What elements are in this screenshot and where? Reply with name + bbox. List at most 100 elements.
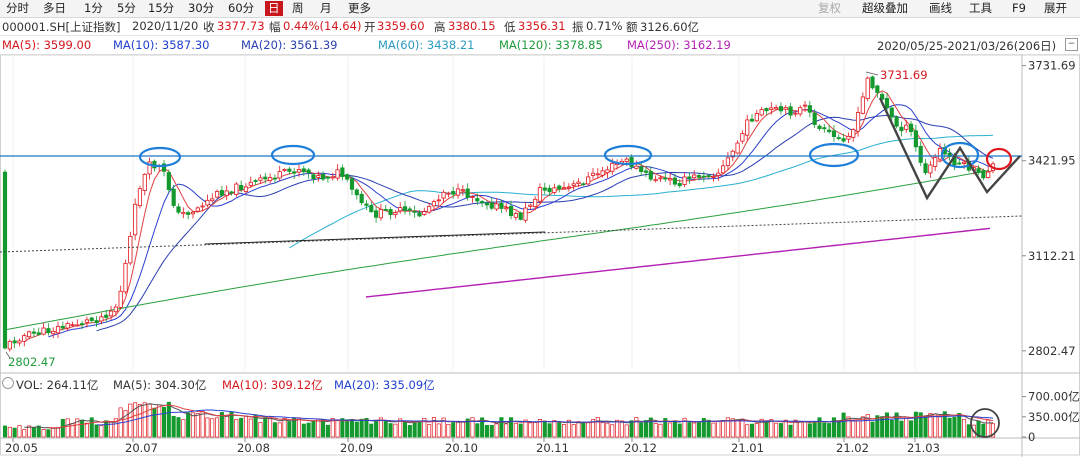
toolbar-button-0[interactable]: 复权 xyxy=(818,1,841,15)
candle-body-79 xyxy=(383,208,388,211)
vol-bar-127 xyxy=(615,419,620,438)
toolbar-button-1[interactable]: 超级叠加 xyxy=(862,1,908,15)
candle-body-108 xyxy=(523,207,528,221)
vol-bar-67 xyxy=(325,424,330,438)
vol-legend-1: MA(5): 304.30亿 xyxy=(113,378,207,392)
vol-bar-52 xyxy=(253,414,258,438)
candle-body-120 xyxy=(581,183,586,186)
vol-bar-54 xyxy=(263,417,268,438)
period-tab-2[interactable]: 1分 xyxy=(84,1,103,15)
period-tab-10[interactable]: 更多 xyxy=(348,1,371,15)
vol-bar-189 xyxy=(913,411,918,438)
vol-bar-168 xyxy=(812,421,817,438)
vol-legend-2: MA(10): 309.12亿 xyxy=(222,378,323,392)
period-tab-8[interactable]: 周 xyxy=(292,1,304,15)
candle-body-59 xyxy=(287,168,292,172)
vol-bar-49 xyxy=(239,417,244,438)
open-value: 3359.60 xyxy=(377,19,425,33)
collapse-icon[interactable]: − xyxy=(1065,38,1078,51)
vol-bar-48 xyxy=(234,419,239,438)
vol-bar-31 xyxy=(152,407,157,438)
toolbar-button-5[interactable]: 展开 xyxy=(1044,1,1067,15)
candle-body-48 xyxy=(234,183,239,195)
vol-bar-96 xyxy=(465,418,470,438)
quote-bar: 000001.SH[上证指数] 2020/11/20 收 3377.73 幅 0… xyxy=(0,17,1080,36)
vol-bar-129 xyxy=(624,424,629,438)
close-label: 收 xyxy=(203,20,215,34)
candle-body-140 xyxy=(677,183,682,187)
vol-bar-55 xyxy=(268,418,273,438)
vol-bar-12 xyxy=(60,419,65,438)
candle-body-84 xyxy=(407,208,412,211)
vol-bar-3 xyxy=(17,425,22,438)
vol-bar-33 xyxy=(162,406,167,438)
close-value: 3377.73 xyxy=(217,19,265,33)
ma-legend-0: MA(5): 3599.00 xyxy=(2,38,92,52)
vol-bar-161 xyxy=(778,423,783,438)
candle-body-17 xyxy=(84,319,90,323)
period-tab-0[interactable]: 分时 xyxy=(6,1,29,15)
period-tab-1[interactable]: 多日 xyxy=(43,1,66,15)
vol-bar-171 xyxy=(827,423,832,438)
vol-bar-140 xyxy=(677,423,682,438)
candle-body-161 xyxy=(778,106,784,112)
volume-toggle-icon[interactable] xyxy=(2,377,14,389)
vol-bar-150 xyxy=(725,417,730,438)
candle-body-103 xyxy=(499,202,504,209)
toolbar-button-4[interactable]: F9 xyxy=(1012,1,1026,15)
x-label-5: 20.11 xyxy=(536,441,569,455)
vol-bar-156 xyxy=(754,423,759,438)
period-tab-6[interactable]: 60分 xyxy=(228,1,255,15)
candle-body-173 xyxy=(836,137,841,139)
candle-body-65 xyxy=(316,175,321,178)
vol-bar-2 xyxy=(12,427,17,438)
ma-legend-4: MA(120): 3378.85 xyxy=(499,38,603,52)
vol-bar-89 xyxy=(431,417,436,438)
vol-bar-123 xyxy=(595,417,600,438)
vol-bar-154 xyxy=(745,424,750,438)
vol-bar-0 xyxy=(2,425,8,438)
candle-body-35 xyxy=(171,188,176,206)
vol-bar-6 xyxy=(31,426,36,438)
vol-bar-187 xyxy=(904,416,909,438)
period-tab-4[interactable]: 15分 xyxy=(148,1,175,15)
vol-bar-17 xyxy=(84,422,89,438)
vol-bar-166 xyxy=(803,421,808,438)
ma-legend-2: MA(20): 3561.39 xyxy=(241,38,338,52)
candle-body-49 xyxy=(239,185,244,191)
candle-body-75 xyxy=(364,203,369,206)
period-tab-9[interactable]: 月 xyxy=(320,1,332,15)
vol-bar-186 xyxy=(899,420,904,438)
vol-bar-157 xyxy=(759,418,764,438)
vol-bar-159 xyxy=(769,419,774,438)
vol-bar-146 xyxy=(706,419,711,438)
candle-body-85 xyxy=(412,210,417,213)
candle-body-8 xyxy=(41,327,46,335)
candle-body-64 xyxy=(311,174,316,180)
period-tab-7[interactable]: 日 xyxy=(265,1,283,16)
candle-body-152 xyxy=(735,142,740,154)
vol-bar-19 xyxy=(94,424,99,438)
vol-bar-153 xyxy=(740,418,745,438)
vol-bar-57 xyxy=(277,422,282,438)
candle-body-106 xyxy=(513,213,518,218)
vol-bar-178 xyxy=(860,416,865,438)
vol-bar-37 xyxy=(181,419,186,438)
period-tab-3[interactable]: 5分 xyxy=(117,1,136,15)
vol-bar-69 xyxy=(335,419,340,438)
candle-body-171 xyxy=(827,129,832,133)
toolbar-button-2[interactable]: 画线 xyxy=(929,1,952,15)
vol-bar-11 xyxy=(55,427,61,438)
candle-body-93 xyxy=(451,191,456,195)
vol-bar-1 xyxy=(7,426,12,438)
candle-body-99 xyxy=(480,201,485,203)
candle-body-70 xyxy=(340,167,345,177)
candle-body-191 xyxy=(923,163,928,174)
toolbar-button-3[interactable]: 工具 xyxy=(969,1,992,15)
candle-body-29 xyxy=(142,173,147,192)
vol-bar-68 xyxy=(330,418,335,438)
candle-body-51 xyxy=(248,181,253,186)
period-tab-5[interactable]: 30分 xyxy=(188,1,215,15)
vol-bar-139 xyxy=(672,420,677,438)
amount-label: 额 xyxy=(626,20,638,34)
